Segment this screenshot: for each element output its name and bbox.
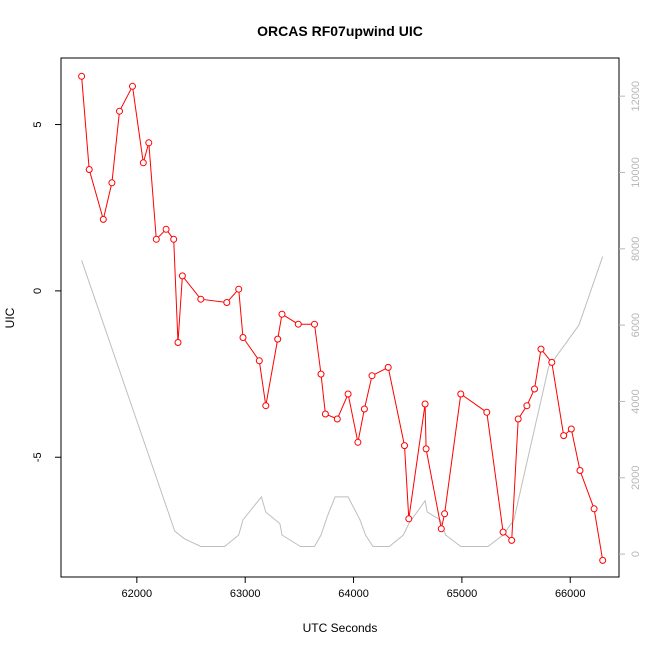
x-tick-label: 63000	[230, 588, 261, 600]
uic-data-point	[344, 390, 352, 398]
uic-data-point	[235, 285, 243, 293]
uic-data-point	[441, 510, 449, 518]
uic-data-point	[599, 556, 607, 564]
x-tick-label: 66000	[555, 588, 586, 600]
x-tick-label: 64000	[338, 588, 369, 600]
uic-data-point	[576, 467, 584, 474]
uic-data-point	[421, 400, 429, 408]
y2-tick-label: 2000	[630, 466, 642, 490]
altitude-series-line	[81, 256, 604, 547]
uic-data-point	[360, 405, 368, 413]
uic-data-point	[384, 363, 392, 371]
uic-data-point	[523, 402, 531, 410]
uic-data-point	[590, 505, 598, 513]
y2-tick-label: 4000	[630, 389, 642, 413]
uic-data-point	[405, 515, 413, 523]
uic-data-point	[294, 320, 302, 328]
x-tick-label: 62000	[122, 588, 153, 600]
uic-data-point	[255, 357, 263, 365]
uic-data-point	[85, 166, 93, 173]
x-tick-label: 65000	[447, 588, 478, 600]
uic-data-point	[560, 432, 568, 440]
uic-data-point	[333, 415, 341, 423]
y2-tick-label: 0	[630, 551, 642, 557]
x-axis: 62000 63000 64000 65000 66000	[122, 577, 586, 600]
uic-data-point	[178, 272, 186, 280]
y-axis-label: UIC	[3, 307, 17, 328]
chart-title: ORCAS RF07upwind UIC	[257, 23, 423, 39]
uic-data-point	[145, 139, 153, 147]
uic-data-point	[437, 525, 445, 533]
uic-data-point	[483, 408, 491, 416]
uic-data-point	[162, 225, 170, 233]
y2-tick-label: 8000	[630, 237, 642, 261]
uic-data-point	[152, 235, 160, 243]
uic-data-point	[262, 402, 270, 410]
uic-data-point	[354, 438, 362, 446]
y2-tick-label: 10000	[630, 157, 642, 188]
uic-data-point	[116, 107, 123, 115]
uic-data-point	[311, 320, 318, 328]
uic-data-point	[278, 310, 286, 318]
uic-data-point	[567, 425, 575, 433]
uic-data-point	[499, 528, 507, 536]
uic-data-point	[508, 536, 516, 544]
uic-data-point	[321, 410, 329, 418]
uic-data-point	[78, 72, 86, 80]
uic-data-point	[108, 179, 116, 187]
uic-data-point	[317, 370, 325, 378]
uic-data-point	[514, 415, 522, 423]
uic-data-point	[139, 159, 147, 167]
y-tick-label: -5	[32, 452, 44, 462]
uic-data-point	[274, 335, 282, 343]
uic-data-point	[531, 385, 538, 393]
y-axis-right: 0 2000 4000 6000 8000 10000 12000	[619, 81, 642, 557]
uic-data-point	[174, 339, 182, 346]
uic-data-point	[548, 358, 556, 366]
y-axis-left: -5 0 5	[32, 121, 61, 462]
series-layer	[78, 72, 607, 564]
uic-data-point	[223, 299, 231, 306]
uic-data-point	[368, 372, 376, 380]
uic-data-point	[457, 390, 465, 398]
y-tick-label: 0	[32, 288, 44, 294]
uic-data-point	[99, 215, 107, 223]
uic-data-point	[537, 345, 545, 353]
y2-tick-label: 6000	[630, 313, 642, 337]
x-axis-label: UTC Seconds	[303, 621, 378, 635]
y2-tick-label: 12000	[630, 81, 642, 112]
uic-data-point	[197, 295, 205, 303]
uic-data-point	[422, 445, 430, 453]
uic-data-point	[129, 82, 136, 90]
plot-frame	[60, 57, 620, 578]
uic-data-point	[170, 235, 178, 243]
y-tick-label: 5	[32, 121, 44, 127]
uic-data-point	[401, 442, 408, 450]
uic-data-point	[239, 334, 247, 341]
